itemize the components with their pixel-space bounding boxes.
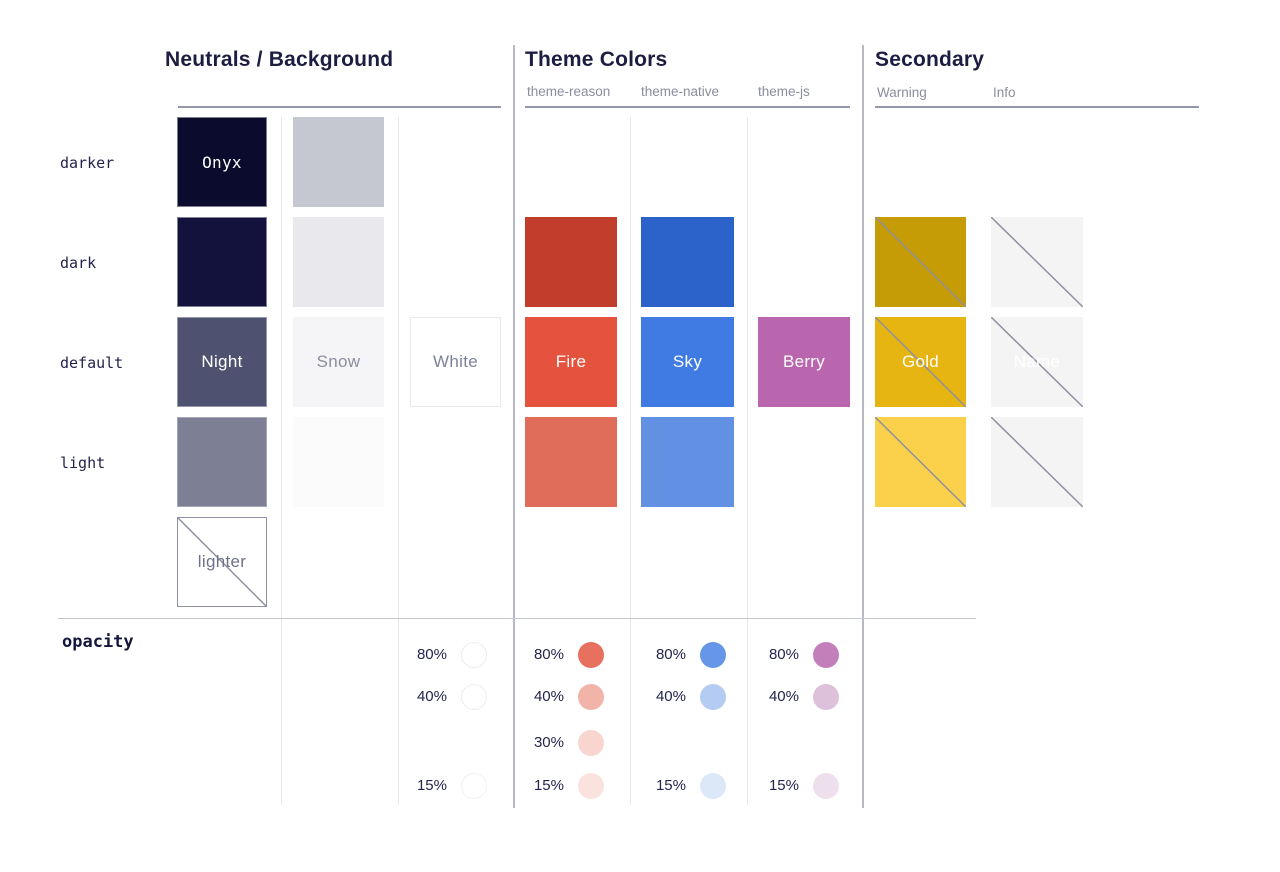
opacity-dot-t1-30pct — [578, 730, 604, 756]
neutrals-column-divider-1 — [281, 117, 282, 805]
diagonal-strike-icon — [991, 417, 1083, 507]
row-label-light: light — [60, 454, 106, 472]
swatch-sky: Sky — [641, 317, 734, 407]
swatch-label: Gold — [901, 352, 940, 371]
opacity-pct-label: 15% — [533, 777, 564, 794]
swatch-gold: Gold — [875, 317, 966, 407]
opacity-dot-t2-80pct — [700, 642, 726, 668]
swatch-s2-light — [991, 417, 1083, 507]
opacity-pct-label: 40% — [768, 688, 799, 705]
diagonal-strike-icon — [875, 317, 966, 407]
secondary-heading-rule — [875, 106, 1199, 108]
opacity-dot-n3-80pct — [461, 642, 487, 668]
swatch-label: Onyx — [202, 152, 242, 172]
swatch-name: Name — [991, 317, 1083, 407]
swatch-t1-light — [525, 417, 617, 507]
opacity-dot-t3-80pct — [813, 642, 839, 668]
opacity-pct-label: 80% — [416, 646, 447, 663]
opacity-dot-n3-15pct — [461, 773, 487, 799]
swatch-label: lighter — [197, 552, 247, 571]
opacity-pct-label: 80% — [768, 646, 799, 663]
row-label-dark: dark — [60, 254, 97, 272]
row-label-default: default — [60, 354, 124, 372]
theme-heading-rule — [525, 106, 850, 108]
diagonal-strike-icon — [875, 217, 966, 307]
swatch-s1-light — [875, 417, 966, 507]
swatch-fire: Fire — [525, 317, 617, 407]
opacity-pct-label: 40% — [655, 688, 686, 705]
column-label-info: Info — [993, 85, 1016, 100]
swatch-label: Fire — [555, 352, 587, 371]
opacity-dot-n3-40pct — [461, 684, 487, 710]
section-title-neutrals: Neutrals / Background — [165, 48, 394, 71]
opacity-pct-label: 80% — [655, 646, 686, 663]
opacity-pct-label: 15% — [416, 777, 447, 794]
swatch-n1-light — [177, 417, 267, 507]
swatch-s2-dark — [991, 217, 1083, 307]
opacity-dot-t1-80pct — [578, 642, 604, 668]
opacity-label: opacity — [62, 632, 134, 652]
opacity-pct-label: 80% — [533, 646, 564, 663]
swatch-label: Sky — [672, 352, 703, 371]
theme-section-divider — [513, 45, 515, 808]
swatch-snow: Snow — [293, 317, 384, 407]
section-title-secondary: Secondary — [875, 48, 985, 71]
swatch-berry: Berry — [758, 317, 850, 407]
column-label-theme-reason: theme-reason — [527, 84, 611, 99]
swatch-onyx: Onyx — [177, 117, 267, 207]
swatch-night: Night — [177, 317, 267, 407]
swatch-n2-dark — [293, 217, 384, 307]
opacity-dot-t2-15pct — [700, 773, 726, 799]
swatch-lighter: lighter — [177, 517, 267, 607]
opacity-dot-t2-40pct — [700, 684, 726, 710]
opacity-pct-label: 40% — [416, 688, 447, 705]
diagonal-strike-icon — [991, 217, 1083, 307]
swatch-n2-darker — [293, 117, 384, 207]
swatch-t2-light — [641, 417, 734, 507]
opacity-pct-label: 15% — [655, 777, 686, 794]
diagonal-strike-icon — [178, 518, 266, 606]
opacity-section-rule — [58, 618, 976, 619]
swatch-label: Name — [1013, 352, 1061, 371]
swatch-t1-dark — [525, 217, 617, 307]
opacity-pct-label: 15% — [768, 777, 799, 794]
swatch-label: Berry — [782, 352, 826, 371]
theme-column-divider-1 — [630, 117, 631, 805]
swatch-s1-dark — [875, 217, 966, 307]
swatch-n2-light — [293, 417, 384, 507]
swatch-label: Night — [201, 352, 243, 371]
swatch-label: White — [433, 352, 478, 371]
section-title-theme-colors: Theme Colors — [525, 48, 668, 71]
theme-column-divider-2 — [747, 117, 748, 805]
opacity-dot-t3-40pct — [813, 684, 839, 710]
opacity-pct-label: 30% — [533, 734, 564, 751]
opacity-dot-t3-15pct — [813, 773, 839, 799]
swatch-n1-dark — [177, 217, 267, 307]
opacity-dot-t1-40pct — [578, 684, 604, 710]
swatch-white: White — [410, 317, 501, 407]
swatch-t2-dark — [641, 217, 734, 307]
column-label-theme-native: theme-native — [641, 84, 720, 99]
row-label-darker: darker — [60, 154, 115, 172]
swatch-label: Snow — [316, 352, 361, 371]
secondary-section-divider — [862, 45, 864, 808]
diagonal-strike-icon — [875, 417, 966, 507]
column-label-warning: Warning — [877, 85, 927, 100]
neutrals-column-divider-2 — [398, 117, 399, 805]
diagonal-strike-icon — [991, 317, 1083, 407]
opacity-dot-t1-15pct — [578, 773, 604, 799]
column-label-theme-js: theme-js — [758, 84, 810, 99]
opacity-pct-label: 40% — [533, 688, 564, 705]
neutrals-heading-rule — [178, 106, 501, 108]
